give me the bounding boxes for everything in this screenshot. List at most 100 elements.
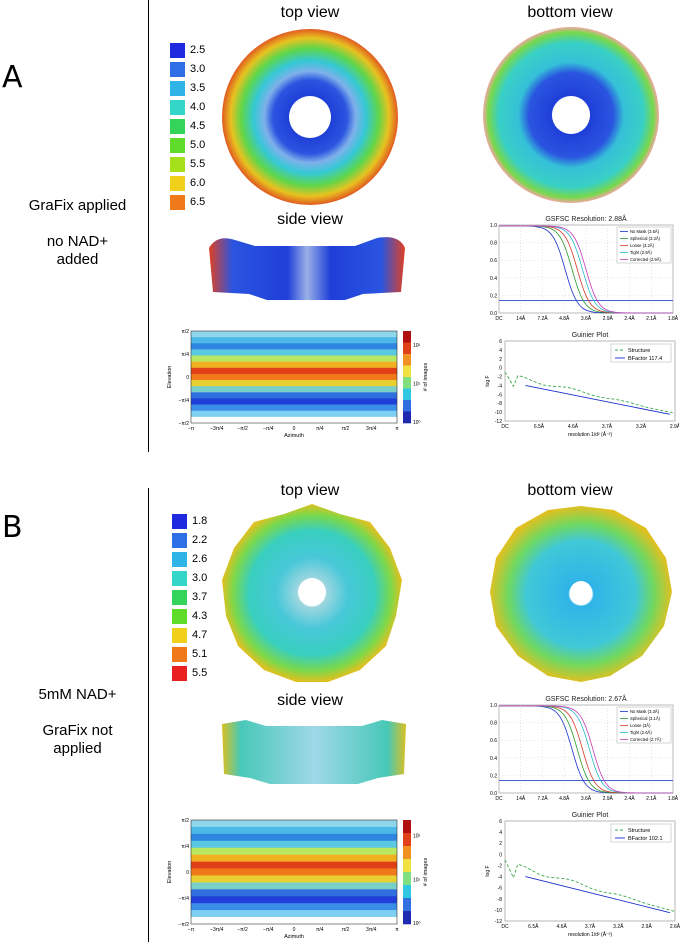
angular-heatmap-band <box>191 840 397 849</box>
angular-heatmap-band <box>191 380 397 387</box>
fsc-xtick: 4.8Å <box>559 795 570 802</box>
angular-xtick: −π/4 <box>263 927 274 933</box>
angular-heatmap-band <box>191 847 397 855</box>
colorbar-label: 3.5 <box>190 82 206 94</box>
angular-xtick: 3π/4 <box>366 426 377 432</box>
fsc-title: GSFSC Resolution: 2.88Å <box>545 214 627 223</box>
fsc-plot: GSFSC Resolution: 2.67Å 1.0 0.8 0.6 0.4 0.2 0.… <box>490 694 679 802</box>
colorbar-label: 4.3 <box>192 610 208 622</box>
fsc-xtick: 2.4Å <box>624 795 635 802</box>
fsc-ytick: 0.4 <box>490 276 497 282</box>
angular-colorbar-segment <box>403 365 411 378</box>
angular-heatmap-band <box>191 416 397 424</box>
angular-colorbar-tick: 10¹ <box>413 381 421 387</box>
colorbar-label: 4.0 <box>190 101 206 113</box>
guinier-legend <box>610 823 672 843</box>
angular-ylabel: Elevation <box>167 861 173 884</box>
fsc-legend-label: Tight (2.9Å) <box>630 250 652 255</box>
colorbar-swatch <box>170 119 185 134</box>
angular-heatmap-band <box>191 889 397 897</box>
fsc-ytick: 1.0 <box>490 223 497 229</box>
angular-ytick: π/4 <box>181 844 189 850</box>
side-view-density-map <box>222 720 406 784</box>
colorbar-swatch <box>172 647 187 662</box>
guinier-ytick: 4 <box>499 348 502 354</box>
angular-ytick: 0 <box>186 375 189 381</box>
angular-colorbar-segment <box>403 859 411 873</box>
guinier-legend-label: Structure <box>628 828 650 834</box>
colorbar-swatch <box>170 195 185 210</box>
fsc-legend-label: No Mask (3.5Å) <box>630 229 660 234</box>
guinier-ytick: -10 <box>495 908 502 914</box>
colorbar-swatch <box>172 609 187 624</box>
fsc-xtick: 2.1Å <box>646 315 657 322</box>
angular-xlabel: Azimuth <box>284 934 304 940</box>
fsc-legend-label: Spherical (3.3Å) <box>630 236 661 241</box>
angular-colorbar-segment <box>403 911 411 925</box>
colorbar-swatch <box>170 62 185 77</box>
fsc-xtick: 14Å <box>516 795 526 802</box>
bottom-view-title: bottom view <box>527 4 613 21</box>
guinier-xtick: 6.5Å <box>528 923 539 930</box>
guinier-legend-label: BFactor 102.1 <box>628 836 663 842</box>
angular-xtick: π/4 <box>316 426 324 432</box>
angular-heatmap-band <box>191 410 397 418</box>
guinier-ytick: -4 <box>498 383 503 389</box>
angular-ylabel: Elevation <box>167 366 173 389</box>
angular-colorbar-segment <box>403 388 411 401</box>
colorbar-swatch <box>172 552 187 567</box>
condition-line: GraFix not <box>42 722 113 739</box>
guinier-ytick: 0 <box>499 852 502 858</box>
angular-colorbar-tick: 10² <box>413 834 421 840</box>
angular-ytick: 0 <box>186 870 189 876</box>
guinier-ytick: 0 <box>499 366 502 372</box>
condition-line: applied <box>53 740 102 757</box>
panel-a-divider <box>148 0 149 452</box>
colorbar-swatch <box>170 176 185 191</box>
guinier-ytick: -2 <box>498 863 503 869</box>
guinier-bfactor-line <box>525 385 670 415</box>
angular-xtick: −3π/4 <box>210 426 224 432</box>
fsc-ytick: 0.8 <box>490 241 497 247</box>
colorbar-swatch <box>170 43 185 58</box>
colorbar-swatch <box>170 157 185 172</box>
angular-heatmap-band <box>191 903 397 911</box>
condition-line: GraFix applied <box>28 197 127 214</box>
colorbar-swatch <box>172 666 187 681</box>
colorbar-label: 4.5 <box>190 120 206 132</box>
angular-heatmap-band <box>191 868 397 876</box>
bottom-view-density-map <box>483 27 659 203</box>
angular-distribution-plot: π/2π/40−π/4−π/2−π −3π/4 −π/2 −π/4 0 π/4 π/2 3π/… <box>167 818 429 940</box>
angular-ytick: π/4 <box>181 352 189 358</box>
angular-heatmap-band <box>191 826 397 835</box>
fsc-xtick: DC <box>495 316 503 322</box>
angular-heatmap-band <box>191 367 397 375</box>
angular-heatmap-band <box>191 917 397 925</box>
angular-xtick: 0 <box>293 426 296 432</box>
fsc-ytick: 0.2 <box>490 293 497 299</box>
guinier-ylabel: log F <box>485 865 491 876</box>
fsc-ytick: 0.2 <box>490 773 497 779</box>
top-view-title: top view <box>280 482 340 499</box>
angular-heatmap-band <box>191 854 397 862</box>
angular-ytick: −π/2 <box>178 421 189 427</box>
angular-colorbar-segment <box>403 846 411 860</box>
angular-xtick: 0 <box>293 927 296 933</box>
fsc-xtick: 2.1Å <box>646 795 657 802</box>
panel-a-condition: GraFix applied no NAD+ added <box>10 197 145 269</box>
guinier-legend-label: BFactor 117.4 <box>628 356 662 362</box>
angular-ytick: −π/4 <box>178 398 189 404</box>
angular-heatmap-band <box>191 820 397 828</box>
angular-heatmap-band <box>191 833 397 842</box>
fsc-legend-label: Spherical (3.1Å) <box>630 716 661 721</box>
fsc-ytick: 0.4 <box>490 756 497 762</box>
guinier-ytick: -8 <box>498 897 503 903</box>
fsc-xtick: 1.8Å <box>668 315 679 322</box>
top-view-density-map <box>222 504 402 682</box>
colorbar-label: 3.7 <box>192 591 208 603</box>
panel-b-condition: 5mM NAD+ GraFix not applied <box>10 686 145 758</box>
fsc-ytick: 0.6 <box>490 258 497 264</box>
guinier-ytick: -2 <box>498 375 503 381</box>
colorbar-swatch <box>170 100 185 115</box>
guinier-structure-curve <box>504 371 676 414</box>
